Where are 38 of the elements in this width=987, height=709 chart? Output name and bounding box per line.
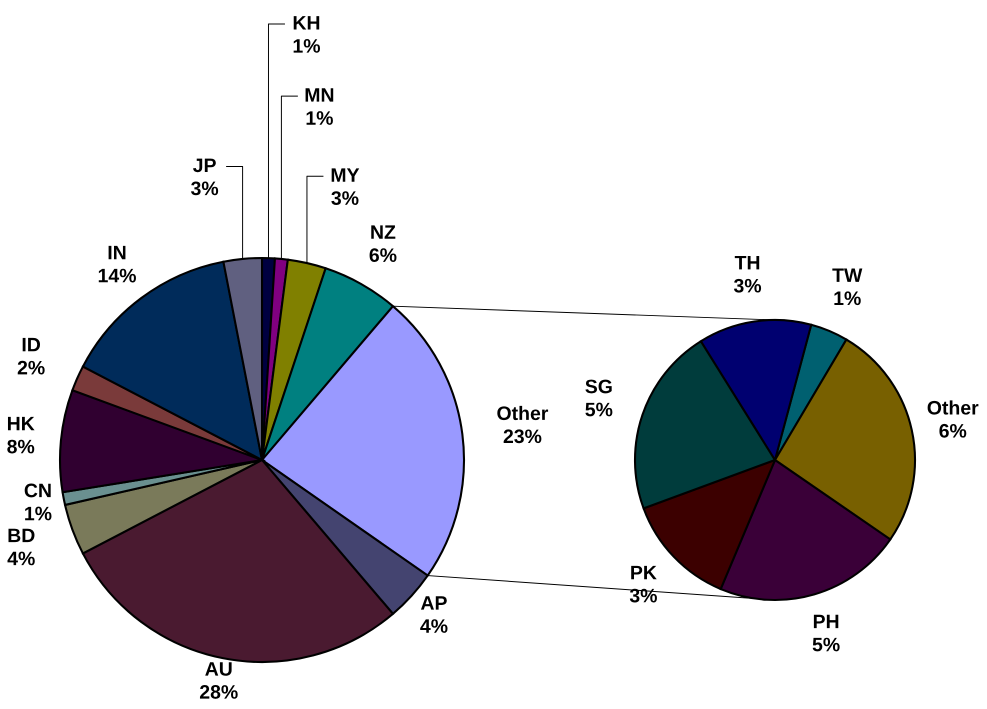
slice-label: MY	[332, 168, 360, 182]
data-label: 8%	[7, 440, 34, 454]
data-label: 5%	[812, 638, 840, 652]
slice-label: BD	[8, 528, 34, 542]
data-label: 1%	[306, 111, 333, 125]
data-label: 3%	[630, 588, 657, 603]
slice-label: NZ	[371, 225, 396, 239]
slice-label: PH	[814, 614, 838, 628]
data-label: 3%	[734, 278, 762, 293]
data-label: 4%	[420, 619, 448, 633]
data-label: 3%	[191, 181, 218, 196]
data-label: 1%	[25, 506, 52, 520]
slice-label: IN	[108, 246, 126, 260]
slice-label: Other	[928, 400, 978, 415]
slice-label: HK	[8, 416, 35, 430]
slice-label: AU	[205, 662, 232, 676]
slice-label: MN	[306, 88, 334, 102]
data-label: 2%	[18, 360, 45, 374]
data-label: 3%	[331, 191, 358, 206]
data-label: 6%	[939, 424, 966, 438]
data-label: 28%	[200, 685, 238, 699]
slice-label: TW	[832, 268, 862, 282]
slice-label: JP	[193, 158, 216, 172]
data-label: 6%	[370, 248, 396, 262]
data-label: 4%	[7, 552, 35, 566]
slice-label: ID	[22, 338, 40, 352]
slice-label: CN	[24, 484, 51, 498]
slice-label: AP	[420, 596, 447, 610]
data-label: 1%	[294, 39, 320, 53]
slice-label: PK	[631, 566, 657, 580]
data-label: 5%	[585, 402, 612, 416]
data-label: 23%	[504, 429, 542, 444]
slice-label: SG	[585, 380, 612, 394]
slice-label: TH	[734, 256, 760, 270]
data-label: 1%	[834, 291, 861, 306]
slice-label: Other	[497, 406, 548, 420]
data-label: 14%	[98, 268, 136, 282]
slice-label: KH	[294, 16, 320, 30]
